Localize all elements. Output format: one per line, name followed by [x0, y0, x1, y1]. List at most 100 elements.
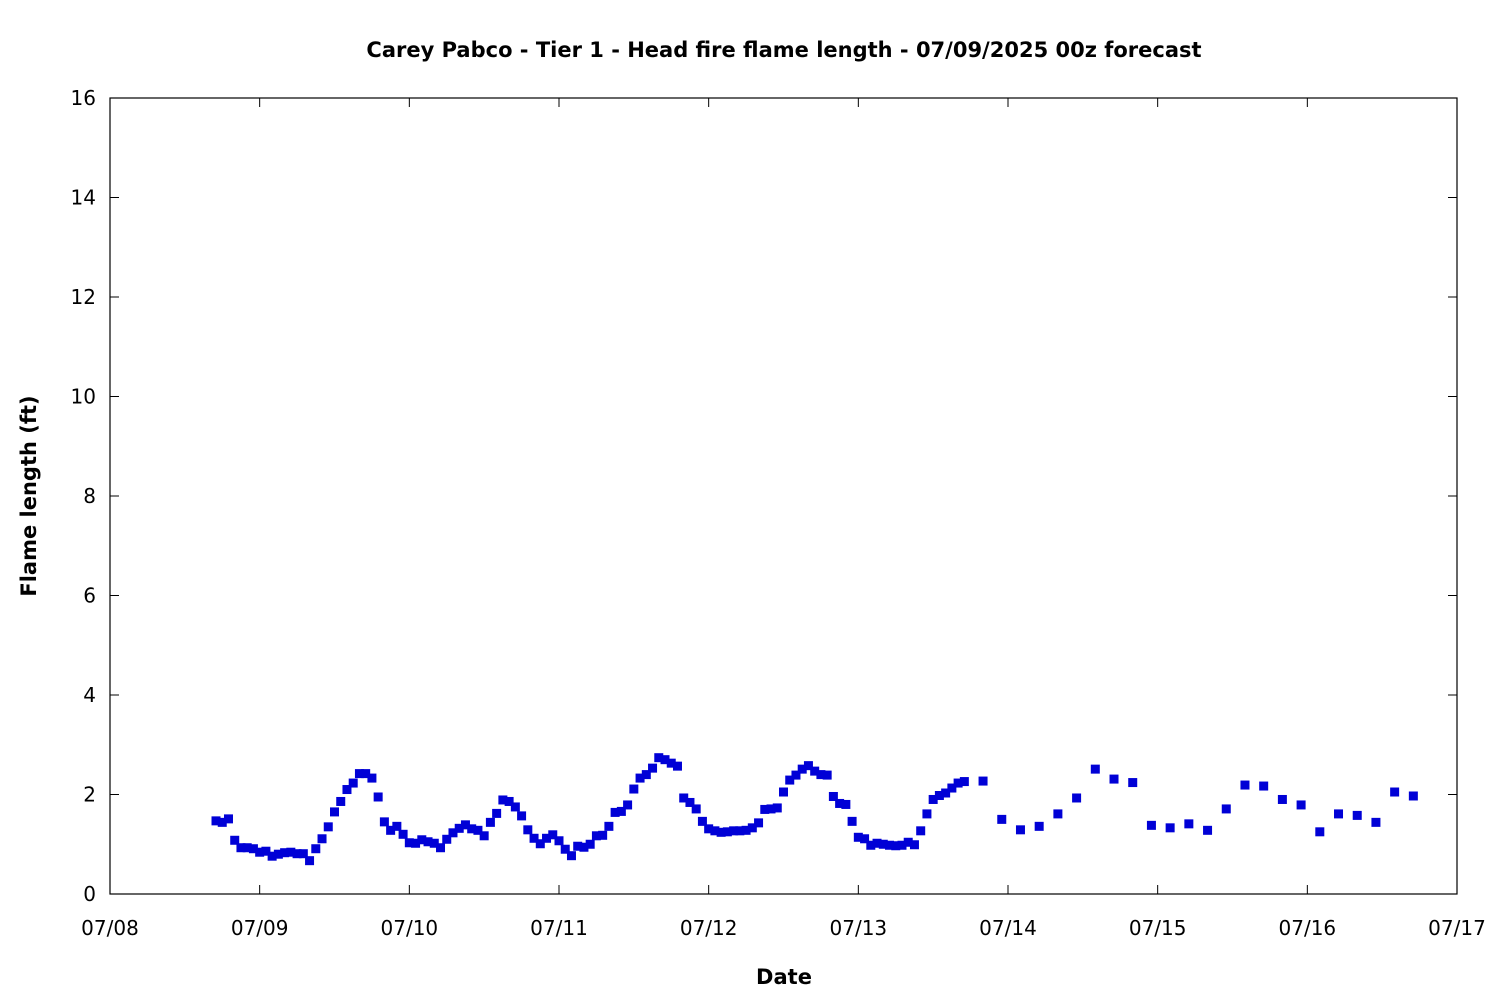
data-point	[903, 837, 913, 847]
data-point	[934, 790, 944, 800]
data-point	[311, 844, 321, 854]
data-point	[498, 795, 508, 805]
y-tick-label: 6	[83, 584, 96, 608]
data-point	[947, 783, 957, 793]
data-point	[916, 826, 926, 836]
data-point	[398, 829, 408, 839]
data-point	[217, 817, 227, 827]
data-point	[510, 802, 520, 812]
data-point	[785, 775, 795, 785]
x-tick-label: 07/13	[830, 916, 888, 940]
data-point	[392, 821, 402, 831]
data-point	[460, 820, 470, 830]
data-point	[922, 809, 932, 819]
data-point	[411, 838, 421, 848]
x-tick-label: 07/17	[1428, 916, 1486, 940]
data-point	[554, 836, 564, 846]
data-point	[1090, 764, 1100, 774]
data-point	[379, 817, 389, 827]
data-point	[648, 763, 658, 773]
data-point	[679, 793, 689, 803]
data-point	[941, 788, 951, 798]
data-point	[716, 827, 726, 837]
data-point	[1053, 809, 1063, 819]
data-point	[1128, 778, 1138, 788]
data-point	[635, 773, 645, 783]
data-point	[273, 849, 283, 859]
data-point	[1184, 819, 1194, 829]
x-tick-label: 07/10	[381, 916, 439, 940]
data-point	[872, 838, 882, 848]
data-point	[891, 841, 901, 851]
x-tick-label: 07/08	[81, 916, 139, 940]
data-point	[448, 828, 458, 838]
data-point	[1203, 825, 1213, 835]
data-point	[978, 776, 988, 786]
data-point	[1296, 800, 1306, 810]
data-point	[816, 770, 826, 780]
data-point	[404, 838, 414, 848]
data-point	[654, 753, 664, 763]
y-tick-label: 0	[83, 882, 96, 906]
data-point	[1277, 794, 1287, 804]
data-point	[354, 769, 364, 779]
data-point	[467, 824, 477, 834]
data-point	[685, 797, 695, 807]
data-point	[573, 841, 583, 851]
data-point	[479, 831, 489, 841]
data-point	[1146, 820, 1156, 830]
data-point	[766, 804, 776, 814]
data-point	[298, 849, 308, 859]
data-point	[1015, 825, 1025, 835]
data-point	[660, 755, 670, 765]
data-point	[473, 825, 483, 835]
data-point	[909, 840, 919, 850]
data-point	[1240, 780, 1250, 790]
data-point	[885, 840, 895, 850]
data-point	[560, 844, 570, 854]
data-point	[1371, 817, 1381, 827]
data-point	[248, 844, 258, 854]
data-point	[292, 849, 302, 859]
data-point	[1390, 787, 1400, 797]
data-point	[548, 830, 558, 840]
data-point	[436, 843, 446, 853]
data-point	[841, 799, 851, 809]
data-point	[242, 843, 252, 853]
data-point	[810, 766, 820, 776]
x-axis-label: Date	[756, 965, 812, 989]
data-point	[317, 834, 327, 844]
data-point	[223, 814, 233, 824]
data-point	[386, 825, 396, 835]
data-point	[860, 834, 870, 844]
data-point	[373, 792, 383, 802]
data-point	[585, 839, 595, 849]
data-points	[211, 753, 1418, 866]
data-point	[591, 831, 601, 841]
data-point	[492, 808, 502, 818]
data-point	[286, 847, 296, 857]
data-point	[342, 785, 352, 795]
x-tick-label: 07/14	[979, 916, 1037, 940]
chart-title: Carey Pabco - Tier 1 - Head fire flame l…	[366, 38, 1201, 62]
data-point	[853, 832, 863, 842]
y-axis-label: Flame length (ft)	[17, 395, 41, 596]
data-point	[747, 823, 757, 833]
x-tick-label: 07/15	[1129, 916, 1187, 940]
y-tick-label: 12	[71, 285, 96, 309]
data-point	[866, 840, 876, 850]
data-point	[741, 825, 751, 835]
data-point	[454, 823, 464, 833]
data-point	[997, 814, 1007, 824]
data-point	[429, 838, 439, 848]
data-point	[330, 807, 339, 817]
data-point	[517, 811, 527, 821]
data-point	[1034, 821, 1044, 831]
data-point	[928, 794, 938, 804]
x-tick-label: 07/09	[231, 916, 289, 940]
data-point	[710, 826, 720, 836]
data-point	[847, 816, 857, 826]
x-tick-label: 07/12	[680, 916, 738, 940]
data-point	[1259, 781, 1269, 791]
data-point	[1334, 809, 1344, 819]
